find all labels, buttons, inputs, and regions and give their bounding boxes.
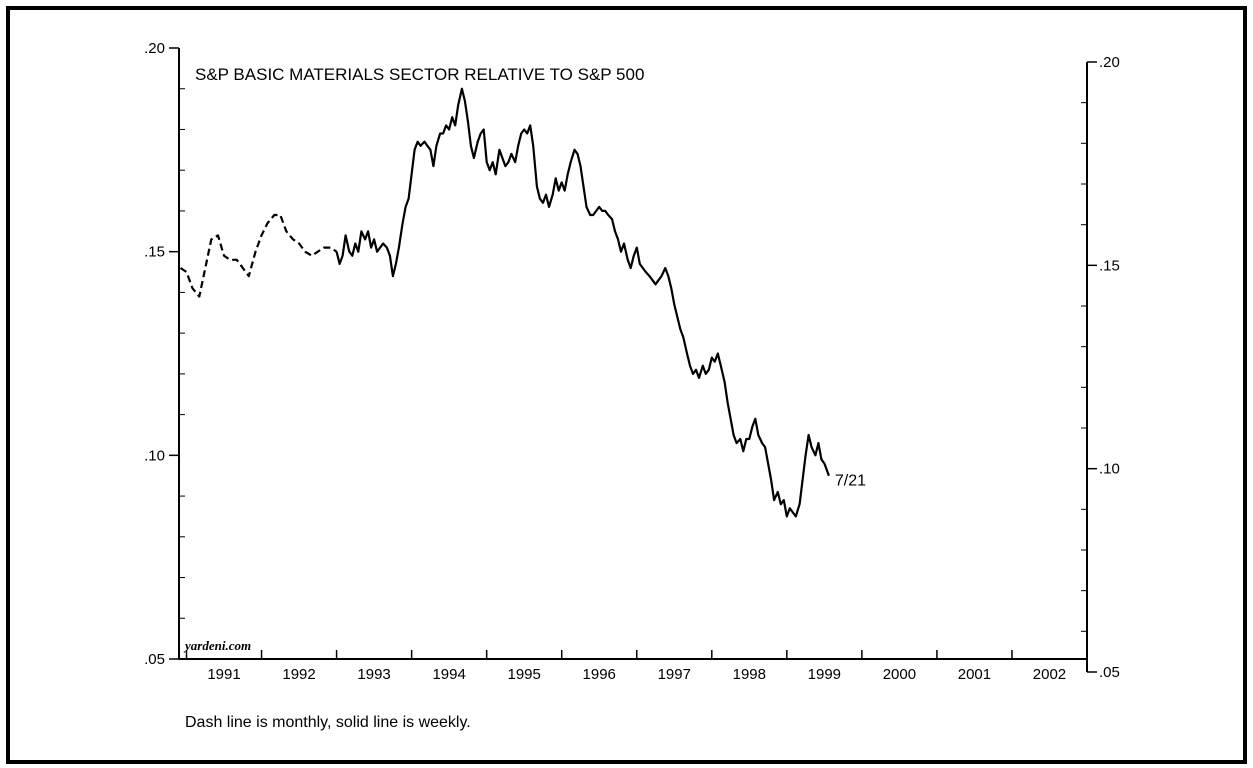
x-tick-label: 1995 <box>508 666 541 683</box>
y-tick-label-right: .05 <box>1099 664 1120 681</box>
x-tick-label: 1999 <box>808 666 841 683</box>
y-tick-label-right: .15 <box>1099 257 1120 274</box>
x-tick-label: 1997 <box>658 666 691 683</box>
chart-frame <box>6 6 1247 764</box>
y-tick-label-right: .20 <box>1099 54 1120 71</box>
footnote: Dash line is monthly, solid line is week… <box>185 714 471 731</box>
axes: .05 .10 .15 .20 .05 .10 .15 .20 1991 1992 1993 1994… <box>144 40 1120 683</box>
y-tick-label-left: .05 <box>144 651 165 668</box>
last-value-annotation: 7/21 <box>835 473 866 490</box>
series-line-weekly <box>335 87 830 518</box>
x-tick-label: 1996 <box>583 666 616 683</box>
x-tick-label: 2002 <box>1033 666 1066 683</box>
y-tick-label-right: .10 <box>1099 461 1120 478</box>
x-tick-label: 1998 <box>733 666 766 683</box>
x-tick-label: 1992 <box>282 666 315 683</box>
y-tick-label-left: .15 <box>144 244 165 261</box>
x-tick-label: 2000 <box>883 666 916 683</box>
series-line-monthly <box>179 213 338 298</box>
x-tick-label: 1994 <box>432 666 465 683</box>
chart-title: S&P BASIC MATERIALS SECTOR RELATIVE TO S… <box>195 65 644 84</box>
source-label: yardeni.com <box>183 638 251 653</box>
y-tick-label-left: .10 <box>144 447 165 464</box>
x-tick-label: 1993 <box>357 666 390 683</box>
x-tick-label: 2001 <box>958 666 991 683</box>
labels-layer: S&P BASIC MATERIALS SECTOR RELATIVE TO S… <box>183 65 866 731</box>
x-tick-label: 1991 <box>207 666 240 683</box>
series-layer <box>179 87 830 518</box>
y-tick-label-left: .20 <box>144 40 165 57</box>
